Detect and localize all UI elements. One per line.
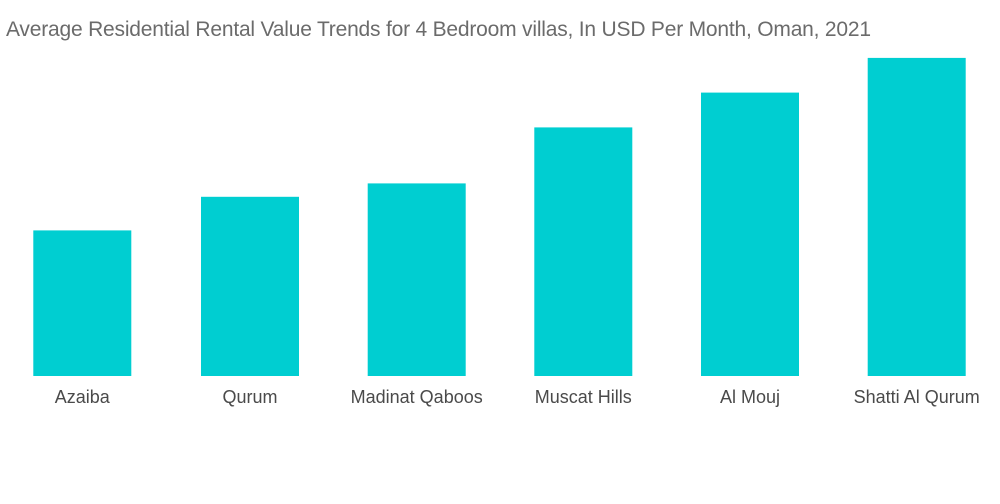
bar-shatti-al-qurum: [867, 57, 966, 377]
bars-group: [33, 57, 966, 377]
bar-madinat-qaboos: [367, 183, 466, 376]
x-tick-label: Azaiba: [55, 387, 111, 407]
bar-qurum: [201, 196, 299, 376]
bar-al-mouj: [701, 92, 799, 376]
bar-azaiba: [33, 230, 132, 376]
x-tick-label: Shatti Al Qurum: [854, 387, 980, 407]
x-tick-labels: Azaiba Qurum Madinat Qaboos Muscat Hills Al …: [55, 387, 980, 407]
x-tick-label: Al Mouj: [720, 387, 780, 407]
x-tick-label: Qurum: [222, 387, 277, 407]
chart-title: Average Residential Rental Value Trends …: [6, 18, 871, 41]
x-tick-label: Muscat Hills: [535, 387, 632, 407]
x-tick-label: Madinat Qaboos: [351, 387, 483, 407]
bar-muscat-hills: [534, 127, 633, 377]
